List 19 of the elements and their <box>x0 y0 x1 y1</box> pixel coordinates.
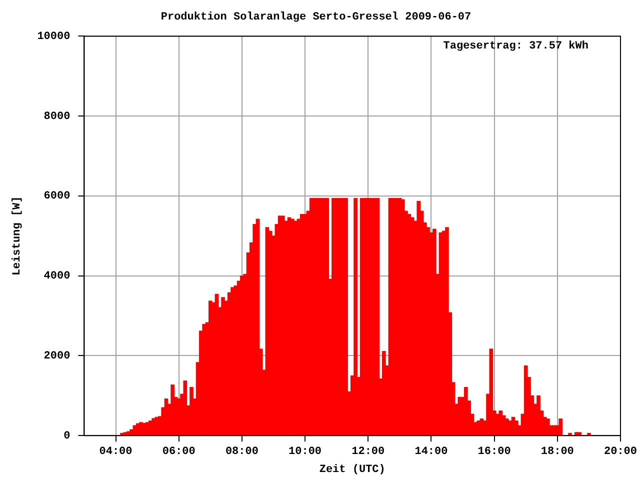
y-tick-label: 8000 <box>44 110 70 123</box>
annotation: Tagesertrag: 37.57 kWh <box>443 40 588 52</box>
x-tick-label: 16:00 <box>478 446 511 458</box>
x-tick-label: 14:00 <box>414 446 448 458</box>
x-tick-label: 04:00 <box>99 446 132 458</box>
x-tick-label: 20:00 <box>604 446 638 458</box>
x-tick-label: 18:00 <box>540 446 574 458</box>
y-axis-title: Leistung [W] <box>11 196 24 276</box>
y-tick-label: 10000 <box>37 30 70 43</box>
y-tick-label: 4000 <box>44 270 70 283</box>
chart-title: Produktion Solaranlage Serto-Gressel 2009-06-07 <box>160 11 472 24</box>
x-tick-label: 08:00 <box>225 446 258 458</box>
y-tick-label: 0 <box>64 430 70 442</box>
y-tick-label: 2000 <box>44 350 70 362</box>
x-axis-title: Zeit (UTC) <box>319 464 386 476</box>
x-tick-label: 10:00 <box>288 446 322 458</box>
x-tick-label: 12:00 <box>352 446 385 458</box>
y-tick-label: 6000 <box>44 190 70 203</box>
x-tick-label: 06:00 <box>162 446 196 458</box>
